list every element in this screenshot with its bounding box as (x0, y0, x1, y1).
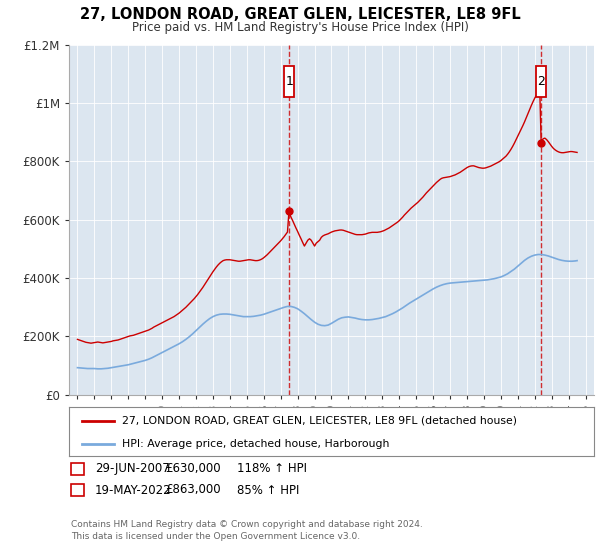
Text: £630,000: £630,000 (165, 462, 221, 475)
Text: HPI: Average price, detached house, Harborough: HPI: Average price, detached house, Harb… (121, 439, 389, 449)
Text: 2: 2 (74, 485, 81, 495)
Bar (284, 67, 294, 97)
Text: 19-MAY-2022: 19-MAY-2022 (95, 483, 172, 497)
Text: 85% ↑ HPI: 85% ↑ HPI (237, 483, 299, 497)
Text: 2: 2 (537, 75, 545, 88)
Bar (536, 67, 546, 97)
Text: 29-JUN-2007: 29-JUN-2007 (95, 462, 170, 475)
Text: 27, LONDON ROAD, GREAT GLEN, LEICESTER, LE8 9FL: 27, LONDON ROAD, GREAT GLEN, LEICESTER, … (80, 7, 520, 22)
Text: 1: 1 (74, 464, 81, 474)
Text: £863,000: £863,000 (165, 483, 221, 497)
Text: Contains HM Land Registry data © Crown copyright and database right 2024.
This d: Contains HM Land Registry data © Crown c… (71, 520, 422, 541)
Text: 1: 1 (285, 75, 293, 88)
Text: Price paid vs. HM Land Registry's House Price Index (HPI): Price paid vs. HM Land Registry's House … (131, 21, 469, 34)
Text: 118% ↑ HPI: 118% ↑ HPI (237, 462, 307, 475)
Text: 27, LONDON ROAD, GREAT GLEN, LEICESTER, LE8 9FL (detached house): 27, LONDON ROAD, GREAT GLEN, LEICESTER, … (121, 416, 517, 426)
